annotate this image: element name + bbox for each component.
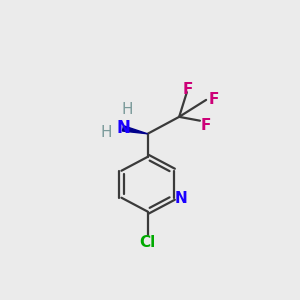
Text: Cl: Cl — [140, 235, 156, 250]
Text: F: F — [208, 92, 219, 106]
Text: N: N — [116, 119, 130, 137]
Text: H: H — [100, 125, 112, 140]
Text: H: H — [122, 102, 133, 117]
Text: N: N — [175, 191, 188, 206]
Text: F: F — [182, 82, 193, 97]
Polygon shape — [122, 126, 148, 134]
Text: F: F — [201, 118, 211, 133]
